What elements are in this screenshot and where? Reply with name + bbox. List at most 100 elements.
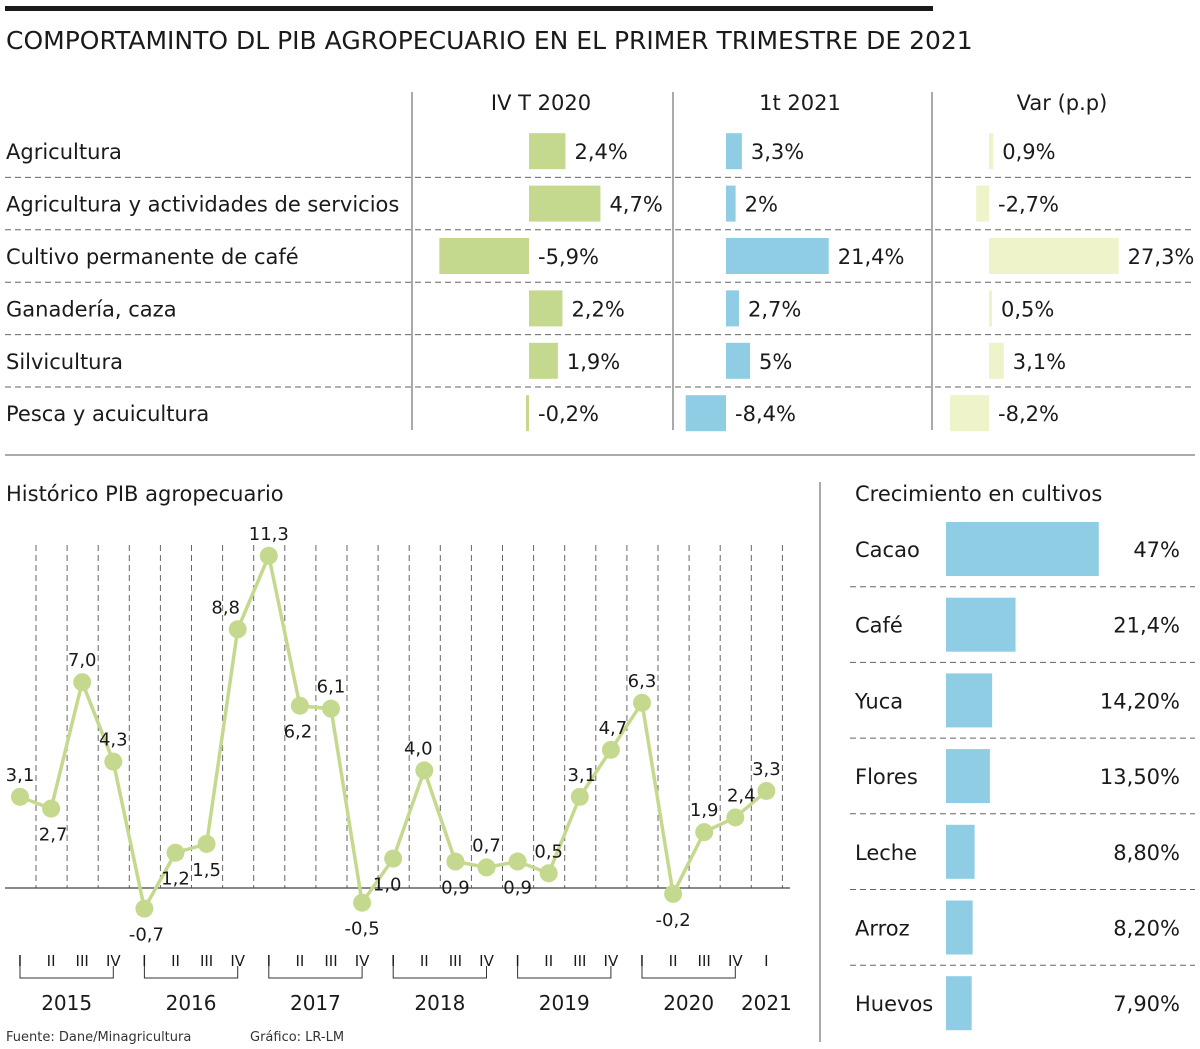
line-chart-title: Histórico PIB agropecuario bbox=[6, 482, 284, 506]
row-label: Cultivo permanente de café bbox=[6, 245, 299, 269]
row-label: Ganadería, caza bbox=[6, 297, 177, 321]
data-point bbox=[508, 852, 527, 871]
data-point bbox=[228, 620, 247, 639]
table-bar bbox=[989, 133, 994, 170]
data-point bbox=[197, 834, 216, 853]
point-label: -0,5 bbox=[345, 919, 380, 940]
bar-category-label: Leche bbox=[855, 841, 917, 865]
table-value-label: 2,4% bbox=[574, 140, 627, 164]
quarter-label: III bbox=[698, 952, 711, 970]
bar bbox=[946, 597, 1016, 652]
table-bar bbox=[529, 342, 558, 379]
data-point bbox=[757, 781, 776, 800]
table-value-label: 3,1% bbox=[1013, 350, 1066, 374]
table-bar bbox=[529, 133, 566, 170]
data-point bbox=[415, 761, 434, 780]
data-point bbox=[42, 799, 61, 818]
title-rule bbox=[5, 6, 933, 11]
table-value-label: -0,2% bbox=[538, 402, 599, 426]
bar-category-label: Café bbox=[855, 614, 903, 638]
page-title: COMPORTAMINTO DL PIB AGROPECUARIO EN EL … bbox=[6, 26, 973, 55]
point-label: 4,3 bbox=[99, 730, 128, 751]
table-bar bbox=[439, 238, 529, 274]
data-point bbox=[104, 752, 123, 771]
quarter-label: III bbox=[324, 952, 337, 970]
year-label: 2016 bbox=[166, 991, 217, 1015]
crops-bar-chart: Cacao 47% Café 21,4% Yuca 14,20% Flores 13,50% L… bbox=[850, 522, 1195, 1031]
source-note: Fuente: Dane/Minagricultura bbox=[6, 1030, 191, 1045]
column-header: 1t 2021 bbox=[759, 91, 841, 115]
point-label: 6,3 bbox=[628, 671, 657, 692]
point-label: 3,3 bbox=[752, 759, 781, 780]
row-label: Silvicultura bbox=[6, 350, 123, 374]
table-bar bbox=[726, 133, 742, 170]
table-value-label: 27,3% bbox=[1128, 245, 1195, 269]
year-bracket bbox=[143, 966, 239, 979]
comparison-table: IV T 2020 1t 2021 Var (p.p) Agricultura 2,4%… bbox=[5, 91, 1195, 432]
bar-value-label: 47% bbox=[1133, 538, 1180, 562]
table-value-label: -5,9% bbox=[538, 245, 599, 269]
table-value-label: 5% bbox=[759, 350, 792, 374]
data-point bbox=[477, 858, 496, 877]
data-point bbox=[73, 673, 92, 692]
point-label: 0,9 bbox=[441, 878, 470, 899]
bar-category-label: Yuca bbox=[854, 689, 903, 713]
quarter-label: II bbox=[420, 952, 429, 970]
quarter-label: I bbox=[515, 952, 519, 970]
row-label: Agricultura bbox=[6, 140, 122, 164]
bar-value-label: 8,80% bbox=[1113, 841, 1180, 865]
table-bar bbox=[950, 395, 989, 432]
point-label: 0,9 bbox=[503, 878, 532, 899]
table-value-label: 21,4% bbox=[838, 245, 905, 269]
bar-value-label: 14,20% bbox=[1100, 689, 1180, 713]
year-bracket bbox=[19, 966, 114, 979]
point-label: 2,4 bbox=[727, 785, 756, 806]
year-label: 2018 bbox=[414, 991, 465, 1015]
point-label: 8,8 bbox=[211, 597, 240, 618]
table-bar bbox=[726, 342, 750, 379]
quarter-label: I bbox=[267, 952, 271, 970]
quarter-label: I bbox=[142, 952, 146, 970]
bar bbox=[946, 824, 975, 879]
quarter-label: III bbox=[573, 952, 586, 970]
credit-note: Gráfico: LR-LM bbox=[250, 1030, 344, 1045]
point-label: 1,0 bbox=[373, 875, 402, 896]
table-value-label: 0,5% bbox=[1001, 297, 1054, 321]
quarter-label: II bbox=[669, 952, 678, 970]
table-bar bbox=[989, 238, 1119, 274]
bar-category-label: Arroz bbox=[855, 917, 910, 941]
bar bbox=[946, 749, 990, 804]
quarter-label: I bbox=[640, 952, 644, 970]
quarter-label: IV bbox=[106, 952, 121, 970]
point-label: 3,1 bbox=[6, 765, 35, 786]
bar-category-label: Huevos bbox=[855, 992, 933, 1016]
table-value-label: -8,4% bbox=[735, 402, 796, 426]
quarter-label: III bbox=[76, 952, 89, 970]
quarter-label: IV bbox=[355, 952, 370, 970]
table-bar bbox=[726, 290, 739, 327]
table-value-label: 2% bbox=[745, 193, 778, 217]
data-point bbox=[353, 893, 372, 912]
point-label: -0,2 bbox=[656, 910, 691, 931]
year-bracket bbox=[517, 966, 612, 979]
data-point bbox=[290, 696, 309, 715]
table-value-label: 0,9% bbox=[1002, 140, 1055, 164]
table-bar bbox=[529, 185, 601, 222]
row-label: Agricultura y actividades de servicios bbox=[6, 193, 399, 217]
data-point bbox=[446, 852, 465, 871]
column-header: IV T 2020 bbox=[491, 91, 591, 115]
point-label: 0,7 bbox=[472, 835, 501, 856]
point-label: 6,1 bbox=[317, 677, 346, 698]
bar bbox=[946, 522, 1099, 576]
point-label: -0,7 bbox=[129, 925, 164, 946]
quarter-label: IV bbox=[479, 952, 494, 970]
point-label: 7,0 bbox=[68, 650, 97, 671]
point-label: 4,7 bbox=[599, 718, 628, 739]
table-bar bbox=[989, 342, 1004, 379]
table-value-label: 1,9% bbox=[567, 350, 620, 374]
table-value-label: 3,3% bbox=[751, 140, 804, 164]
quarter-label: II bbox=[171, 952, 180, 970]
year-bracket bbox=[392, 966, 487, 979]
quarter-label: III bbox=[200, 952, 213, 970]
